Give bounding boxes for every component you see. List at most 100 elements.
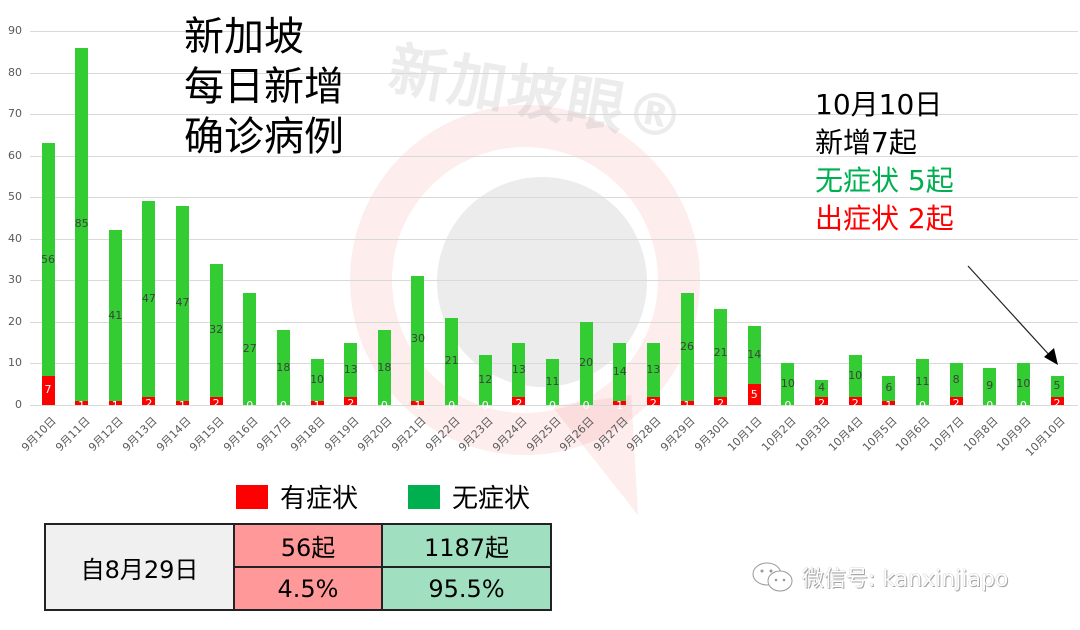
bar-asymptomatic <box>41 143 55 376</box>
bar-symptomatic <box>209 396 223 405</box>
annotation-date: 10月10日 <box>815 88 943 121</box>
annotation-arrow-icon <box>967 265 1058 365</box>
y-tick-label: 70 <box>8 107 22 121</box>
bar-value-label: 0 <box>986 399 994 412</box>
bar-asymptomatic <box>209 263 223 397</box>
bar-asymptomatic <box>1050 375 1064 397</box>
bar-value-label: 2 <box>818 396 826 410</box>
bar-value-label: 9 <box>986 379 994 393</box>
bar-value-label: 1 <box>111 398 119 412</box>
bar-value-label: 0 <box>246 399 254 412</box>
bar-asymptomatic <box>714 309 728 397</box>
y-tick-label: 60 <box>8 148 22 162</box>
watermark-logo-tail <box>552 395 648 525</box>
bar-asymptomatic <box>613 342 627 401</box>
gridline <box>30 280 1078 282</box>
bar-value-label: 0 <box>1019 399 1027 412</box>
bar-value-label: 30 <box>410 331 425 345</box>
bar-value-label: 1 <box>683 398 691 412</box>
bar-value-label: 4 <box>818 381 826 395</box>
bar-asymptomatic <box>983 367 997 405</box>
bar-symptomatic <box>613 400 627 405</box>
bar-asymptomatic <box>949 363 963 397</box>
bar-symptomatic <box>512 396 526 405</box>
bar-value-label: 0 <box>918 399 926 412</box>
bar-asymptomatic <box>915 359 929 405</box>
y-tick-label: 90 <box>8 24 22 37</box>
title-line-2: 每日新增 <box>184 64 344 110</box>
bar-asymptomatic <box>882 375 896 401</box>
bar-symptomatic <box>747 384 761 405</box>
bar-value-label: 0 <box>549 399 556 412</box>
gridline <box>30 114 1078 116</box>
bar-value-label: 14 <box>612 364 627 378</box>
asymptomatic-count-cell: 1187起 <box>381 523 552 568</box>
bar-symptomatic <box>882 400 896 405</box>
bar-asymptomatic <box>411 276 425 401</box>
red-swatch-icon <box>236 484 268 509</box>
symptomatic-count-cell: 56起 <box>233 523 383 568</box>
bar-symptomatic <box>848 396 862 405</box>
bar-symptomatic <box>41 375 55 405</box>
gridline <box>30 31 1078 32</box>
annotation-symptomatic: 出症状 2起 <box>815 202 954 235</box>
bar-value-label: 2 <box>649 396 657 410</box>
bar-value-label: 1 <box>885 398 893 412</box>
gridline <box>30 155 1078 157</box>
bar-value-label: 0 <box>481 399 489 412</box>
bar-symptomatic <box>680 400 694 405</box>
bar-asymptomatic <box>781 363 795 405</box>
bar-asymptomatic <box>176 205 190 401</box>
bar-value-label: 41 <box>108 308 123 322</box>
summary-table: 自8月29日 56起 1187起 4.5% 95.5% <box>44 523 552 611</box>
bar-symptomatic <box>411 400 425 405</box>
wechat-footer: 微信号: kanxinjiapo <box>750 560 1008 594</box>
bar-value-label: 1 <box>616 398 624 412</box>
y-tick-label: 10 <box>8 356 22 370</box>
bar-value-label: 1 <box>78 398 86 412</box>
bar-symptomatic <box>1050 396 1064 405</box>
bar-value-label: 0 <box>279 399 287 412</box>
bar-value-label: 0 <box>582 399 590 412</box>
bar-asymptomatic <box>108 230 122 401</box>
title-line-3: 确诊病例 <box>184 114 344 160</box>
gridline <box>30 321 1078 323</box>
bar-value-label: 20 <box>579 356 594 370</box>
bar-value-label: 2 <box>347 396 355 410</box>
bar-asymptomatic <box>546 359 559 405</box>
bar-value-label: 11 <box>545 375 560 389</box>
bar-value-label: 7 <box>44 383 52 397</box>
bar-value-label: 5 <box>750 387 758 401</box>
latest-day-annotation: 10月10日 新增7起 无症状 5起 出症状 2起 <box>815 86 954 238</box>
bar-value-label: 2 <box>717 396 725 410</box>
wechat-id-label: 微信号: kanxinjiapo <box>802 567 1009 592</box>
annotation-total: 新增7起 <box>815 126 917 159</box>
bar-asymptomatic <box>445 317 459 405</box>
bar-asymptomatic <box>680 292 694 401</box>
bar-value-label: 13 <box>343 362 358 376</box>
chart-title: 新加坡 每日新增 确诊病例 <box>184 12 344 162</box>
gridline <box>30 405 1078 406</box>
y-tick-label: 30 <box>8 273 22 287</box>
bar-asymptomatic <box>848 355 862 397</box>
bar-value-label: 1 <box>179 398 187 412</box>
bar-asymptomatic <box>747 326 761 385</box>
bar-value-label: 85 <box>74 217 89 231</box>
bar-value-label: 0 <box>784 399 792 412</box>
legend-asymptomatic: 无症状 <box>408 478 530 515</box>
bar-value-label: 21 <box>713 346 728 360</box>
bar-symptomatic <box>176 400 190 405</box>
y-tick-label: 20 <box>8 314 22 328</box>
bar-value-label: 6 <box>885 381 893 395</box>
annotation-asymptomatic: 无症状 5起 <box>815 164 954 197</box>
bar-value-label: 2 <box>851 396 859 410</box>
bar-asymptomatic <box>478 355 492 405</box>
bar-asymptomatic <box>1016 363 1030 405</box>
bar-symptomatic <box>646 396 660 405</box>
bar-value-label: 1 <box>313 398 321 412</box>
y-tick-label: 50 <box>8 190 22 204</box>
bar-asymptomatic <box>377 330 391 405</box>
bar-value-label: 10 <box>780 377 795 391</box>
bar-value-label: 56 <box>41 252 55 266</box>
bar-value-label: 0 <box>380 399 388 412</box>
